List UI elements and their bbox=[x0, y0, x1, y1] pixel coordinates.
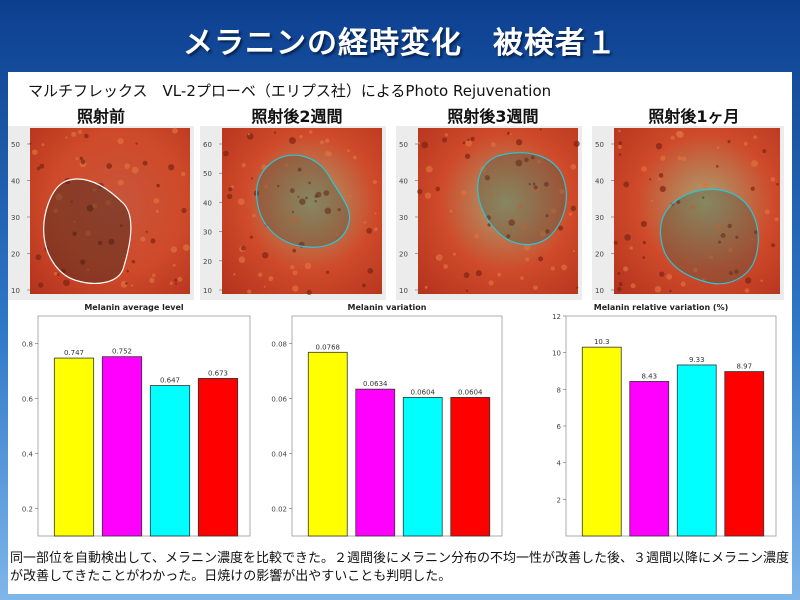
chart-svg-2: Melanin relative variation (%) 2 4 6 8 10 12 10… bbox=[536, 300, 786, 546]
chart-bar bbox=[101, 356, 143, 537]
skin-photo-3weeks: 50 40 30 20 10 bbox=[396, 126, 582, 300]
skin-photo-svg-2: 50 40 30 20 10 bbox=[396, 126, 582, 300]
chart-bar bbox=[402, 397, 443, 537]
chart-data-label: 0.0604 bbox=[411, 388, 436, 396]
chart-data-label: 0.0768 bbox=[316, 343, 341, 351]
chart-y-tick-label: 0.04 bbox=[271, 451, 287, 459]
chart-data-label: 0.673 bbox=[208, 369, 228, 377]
melanin-region bbox=[660, 189, 759, 284]
photo-y-tick-label: 20 bbox=[11, 251, 20, 259]
photo-y-tick-label: 20 bbox=[203, 258, 212, 266]
melanin-region bbox=[477, 152, 567, 245]
chart-melanin-relative-variation: Melanin relative variation (%) 2 4 6 8 10 12 10… bbox=[536, 300, 786, 546]
chart-bar bbox=[629, 381, 670, 537]
chart-title: Melanin average level bbox=[84, 303, 184, 312]
detection-outline bbox=[477, 152, 567, 246]
chart-title: Melanin variation bbox=[348, 303, 427, 312]
image-label-1month: 照射後1ヶ月 bbox=[648, 107, 740, 126]
melanin-region bbox=[43, 178, 131, 284]
image-label-2weeks: 照射後2週間 bbox=[251, 107, 343, 126]
chart-data-label: 0.752 bbox=[112, 348, 132, 356]
photo-y-tick-label: 40 bbox=[203, 199, 212, 207]
chart-data-label: 0.0634 bbox=[363, 380, 388, 388]
photo-y-tick-label: 10 bbox=[11, 287, 20, 295]
chart-data-label: 8.97 bbox=[736, 363, 752, 371]
photo-y-tick-label: 10 bbox=[203, 287, 212, 295]
chart-y-tick-label: 6 bbox=[557, 423, 562, 431]
photo-y-tick-label: 50 bbox=[399, 141, 408, 149]
chart-bar bbox=[724, 371, 765, 537]
detection-outline bbox=[43, 178, 132, 284]
skin-photo-before: 50 40 30 20 10 bbox=[8, 126, 194, 300]
chart-data-label: 10.3 bbox=[594, 338, 610, 346]
chart-svg-0: Melanin average level 0.2 0.4 0.6 0.8 0.747 0.… bbox=[8, 300, 260, 546]
chart-bar bbox=[197, 378, 239, 537]
chart-melanin-average: Melanin average level 0.2 0.4 0.6 0.8 0.747 0.… bbox=[8, 300, 260, 546]
chart-y-tick-label: 0.06 bbox=[271, 396, 287, 404]
chart-y-tick-label: 0.6 bbox=[22, 396, 34, 404]
chart-title: Melanin relative variation (%) bbox=[594, 303, 729, 312]
chart-bar bbox=[149, 385, 191, 537]
chart-y-tick-label: 12 bbox=[552, 313, 561, 321]
chart-y-tick-label: 2 bbox=[557, 496, 561, 504]
detection-outline bbox=[659, 188, 759, 285]
photo-y-tick-label: 30 bbox=[399, 214, 408, 222]
image-label-3weeks: 照射後3週間 bbox=[447, 107, 539, 126]
chart-y-tick-label: 0.2 bbox=[22, 506, 33, 514]
chart-bar bbox=[676, 364, 717, 537]
photo-y-tick-label: 20 bbox=[399, 251, 408, 259]
chart-bar bbox=[307, 351, 348, 537]
chart-y-tick-label: 0.08 bbox=[271, 341, 287, 349]
chart-bar bbox=[581, 346, 622, 537]
chart-y-tick-label: 8 bbox=[557, 386, 561, 394]
skin-photo-svg-3: 50 40 30 20 10 bbox=[592, 126, 784, 300]
skin-photo-svg-1: 60 50 40 30 20 10 bbox=[200, 126, 386, 300]
slide-title: メラニンの経時変化 被検者１ bbox=[183, 26, 617, 61]
photo-y-tick-label: 60 bbox=[203, 141, 212, 149]
photo-y-tick-label: 40 bbox=[399, 178, 408, 186]
chart-y-tick-label: 0.4 bbox=[22, 451, 34, 459]
image-label-before: 照射前 bbox=[76, 107, 125, 126]
melanin-region bbox=[256, 155, 350, 248]
skin-photo-2weeks: 60 50 40 30 20 10 bbox=[200, 126, 386, 300]
slide-subtitle: マルチフレックス VL-2プローベ（エリプス社）によるPhoto Rejuven… bbox=[28, 82, 552, 100]
detection-outline bbox=[255, 154, 351, 248]
photo-y-tick-label: 10 bbox=[399, 287, 408, 295]
chart-data-label: 0.647 bbox=[160, 377, 180, 385]
chart-melanin-variation: Melanin variation 0.02 0.04 0.06 0.08 0.0768 0… bbox=[262, 300, 512, 546]
chart-bar bbox=[450, 397, 491, 537]
chart-y-tick-label: 4 bbox=[557, 460, 562, 468]
photo-y-tick-label: 50 bbox=[595, 141, 604, 149]
chart-data-label: 8.43 bbox=[641, 372, 657, 380]
photo-y-tick-label: 50 bbox=[11, 141, 20, 149]
photo-y-tick-label: 30 bbox=[203, 229, 212, 237]
photo-y-tick-label: 40 bbox=[11, 178, 20, 186]
photo-y-tick-label: 30 bbox=[11, 214, 20, 222]
chart-y-tick-label: 0.02 bbox=[271, 506, 287, 514]
photo-y-tick-label: 30 bbox=[595, 214, 604, 222]
chart-bar bbox=[355, 388, 396, 537]
photo-y-tick-label: 10 bbox=[595, 287, 604, 295]
skin-photo-svg-0: 50 40 30 20 10 bbox=[8, 126, 194, 300]
chart-y-tick-label: 10 bbox=[552, 350, 561, 358]
chart-data-label: 0.0604 bbox=[458, 388, 483, 396]
slide-caption: 同一部位を自動検出して、メラニン濃度を比較できた。２週間後にメラニン分布の不均一… bbox=[10, 550, 790, 586]
chart-bar bbox=[53, 357, 95, 537]
photo-y-tick-label: 40 bbox=[595, 178, 604, 186]
photo-y-tick-label: 50 bbox=[203, 170, 212, 178]
chart-data-label: 9.33 bbox=[689, 356, 705, 364]
chart-data-label: 0.747 bbox=[64, 349, 84, 357]
chart-svg-1: Melanin variation 0.02 0.04 0.06 0.08 0.0768 0… bbox=[262, 300, 512, 546]
chart-y-tick-label: 0.8 bbox=[22, 341, 33, 349]
photo-y-tick-label: 20 bbox=[595, 251, 604, 259]
skin-photo-1month: 50 40 30 20 10 bbox=[592, 126, 784, 300]
skin-photo-image bbox=[614, 128, 780, 294]
